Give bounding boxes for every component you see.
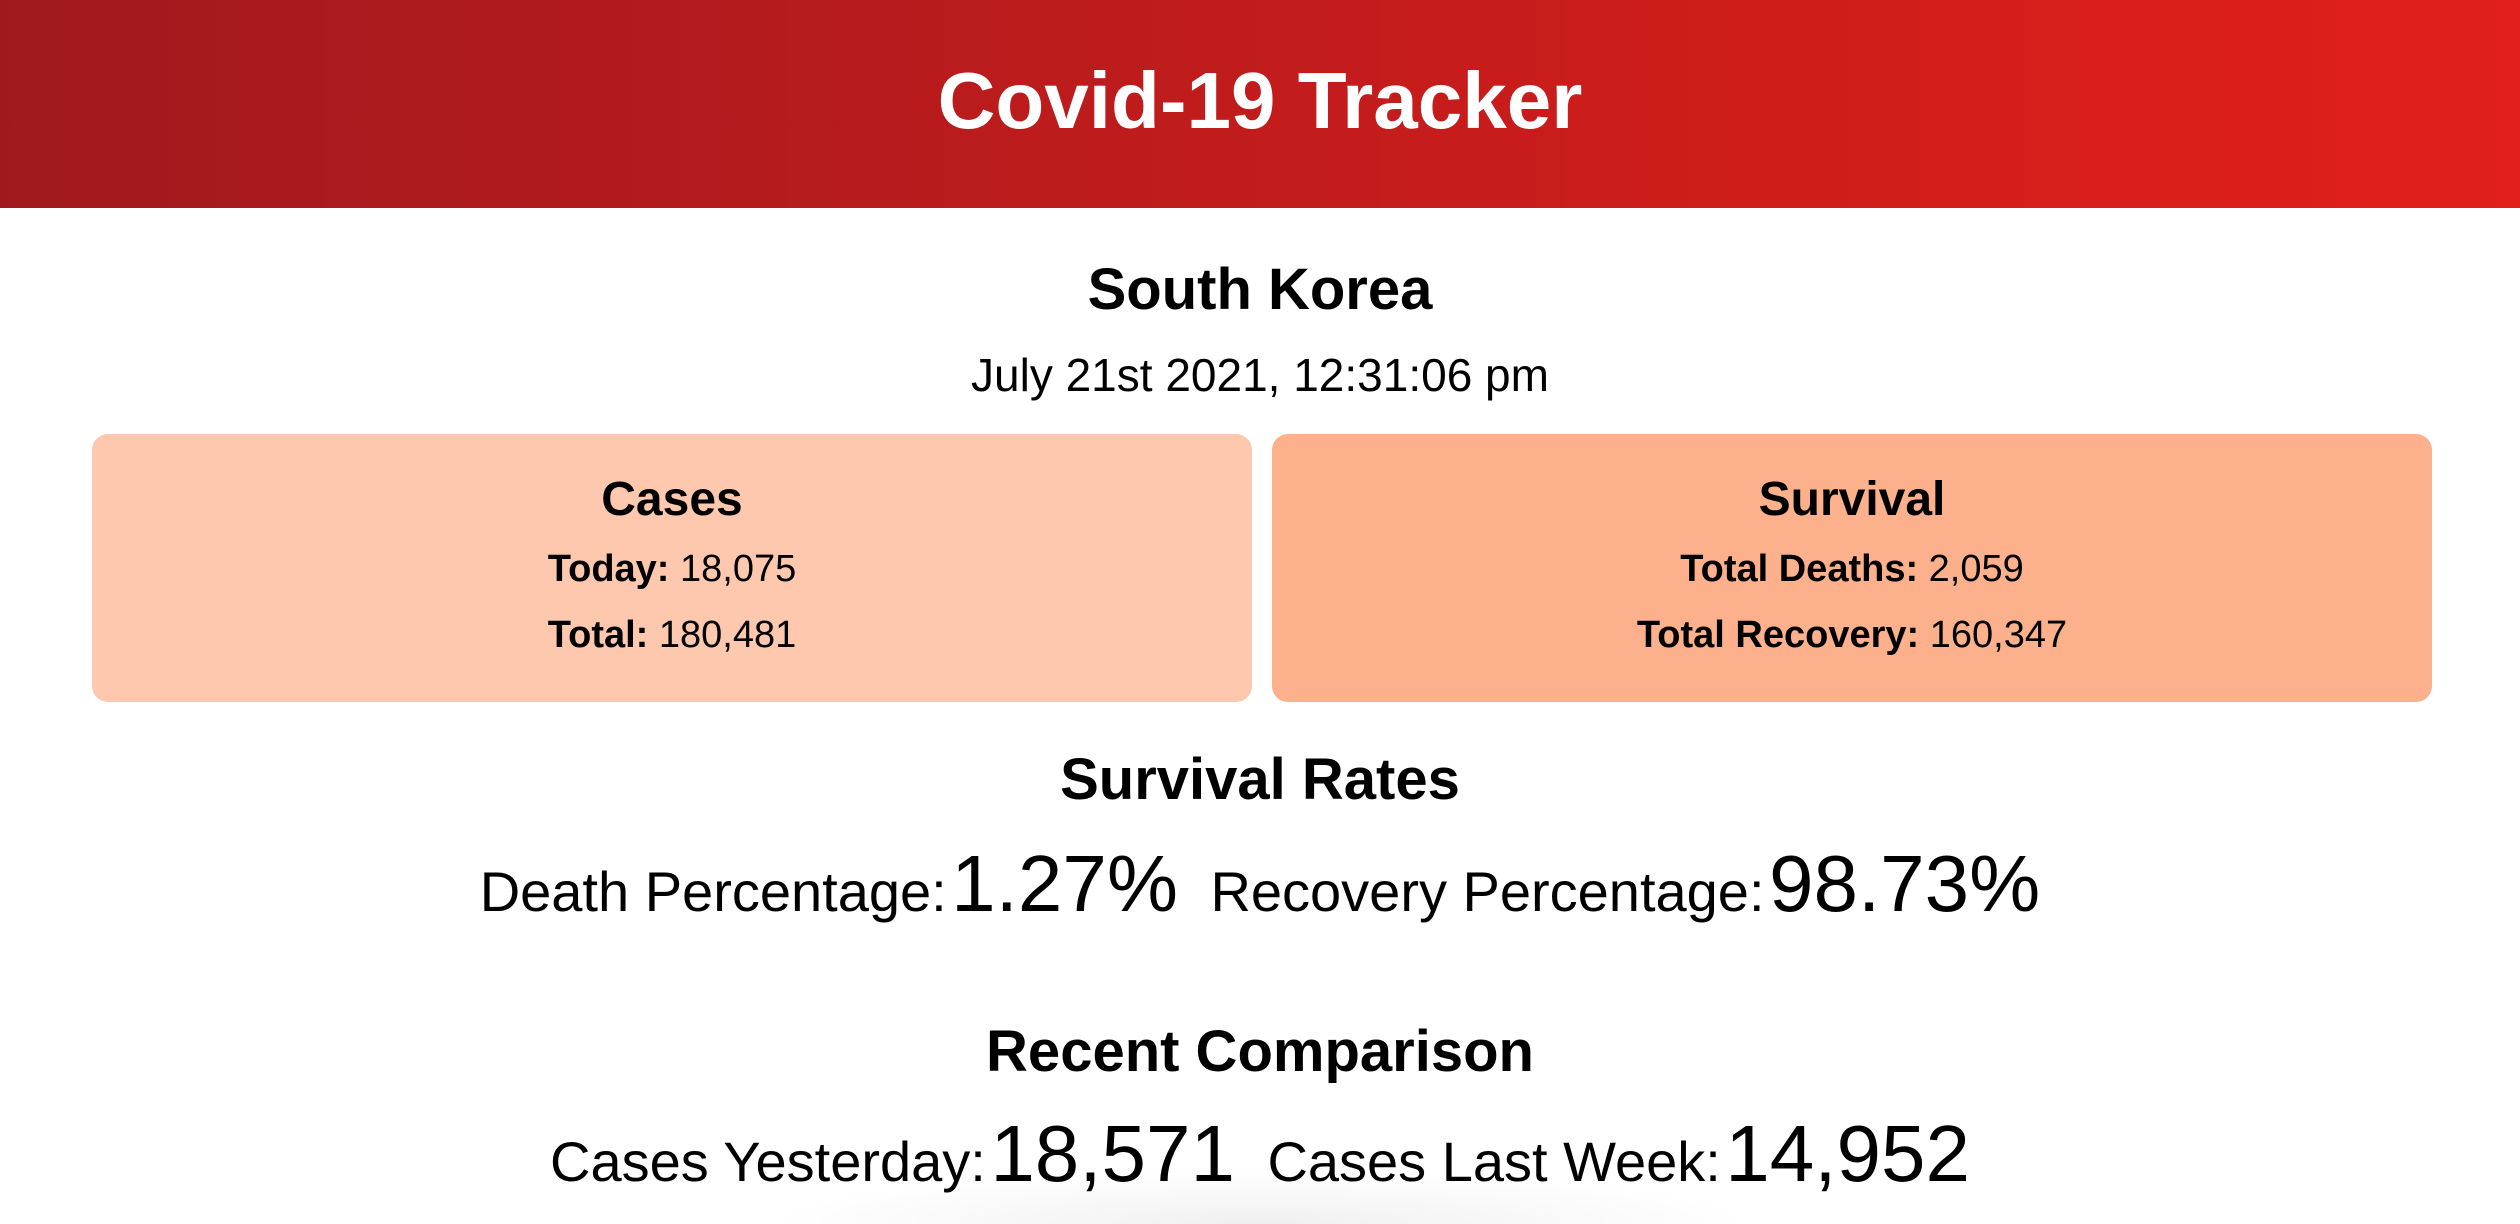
cases-last-week-value: 14,952 bbox=[1725, 1109, 1970, 1198]
cases-today-value: 18,075 bbox=[680, 548, 797, 590]
cases-yesterday-stat: Cases Yesterday: 18,571 bbox=[550, 1108, 1235, 1200]
last-updated-timestamp: July 21st 2021, 12:31:06 pm bbox=[971, 349, 1549, 401]
cases-total-line: Total: 180,481 bbox=[92, 614, 1252, 657]
cases-total-label: Total: bbox=[547, 614, 649, 656]
recent-comparison-title: Recent Comparison bbox=[986, 1019, 1534, 1084]
recovery-percentage-label: Recovery Percentage: bbox=[1210, 860, 1765, 923]
cases-last-week-stat: Cases Last Week: 14,952 bbox=[1267, 1108, 1970, 1200]
cases-today-line: Today: 18,075 bbox=[92, 548, 1252, 591]
total-deaths-line: Total Deaths: 2,059 bbox=[1272, 548, 2432, 591]
survival-card: Survival Total Deaths: 2,059 Total Recov… bbox=[1272, 434, 2432, 702]
recovery-percentage-value: 98.73% bbox=[1768, 839, 2041, 928]
cases-card-title: Cases bbox=[601, 473, 743, 526]
country-name: South Korea bbox=[1087, 257, 1433, 322]
cases-yesterday-value: 18,571 bbox=[990, 1109, 1235, 1198]
death-percentage-label: Death Percentage: bbox=[479, 860, 947, 923]
cases-today-label: Today: bbox=[547, 548, 670, 590]
app-header: Covid-19 Tracker bbox=[0, 0, 2520, 208]
survival-rates-row: Death Percentage: 1.27% Recovery Percent… bbox=[0, 838, 2520, 930]
recent-comparison-row: Cases Yesterday: 18,571 Cases Last Week:… bbox=[0, 1108, 2520, 1200]
cases-last-week-label: Cases Last Week: bbox=[1267, 1130, 1721, 1193]
recovery-percentage-stat: Recovery Percentage: 98.73% bbox=[1210, 838, 2040, 930]
survival-rates-title: Survival Rates bbox=[1060, 747, 1460, 812]
cases-total-value: 180,481 bbox=[658, 614, 797, 656]
bottom-fade-shadow bbox=[760, 1170, 1760, 1224]
total-recovery-line: Total Recovery: 160,347 bbox=[1272, 614, 2432, 657]
total-deaths-label: Total Deaths: bbox=[1680, 548, 1919, 590]
total-recovery-value: 160,347 bbox=[1929, 614, 2068, 656]
cases-yesterday-label: Cases Yesterday: bbox=[550, 1130, 986, 1193]
death-percentage-stat: Death Percentage: 1.27% bbox=[480, 838, 1178, 930]
survival-card-title: Survival bbox=[1758, 473, 1946, 526]
total-deaths-value: 2,059 bbox=[1928, 548, 2024, 590]
death-percentage-value: 1.27% bbox=[951, 839, 1178, 928]
total-recovery-label: Total Recovery: bbox=[1636, 614, 1920, 656]
cases-card: Cases Today: 18,075 Total: 180,481 bbox=[92, 434, 1252, 702]
app-title: Covid-19 Tracker bbox=[937, 56, 1583, 145]
